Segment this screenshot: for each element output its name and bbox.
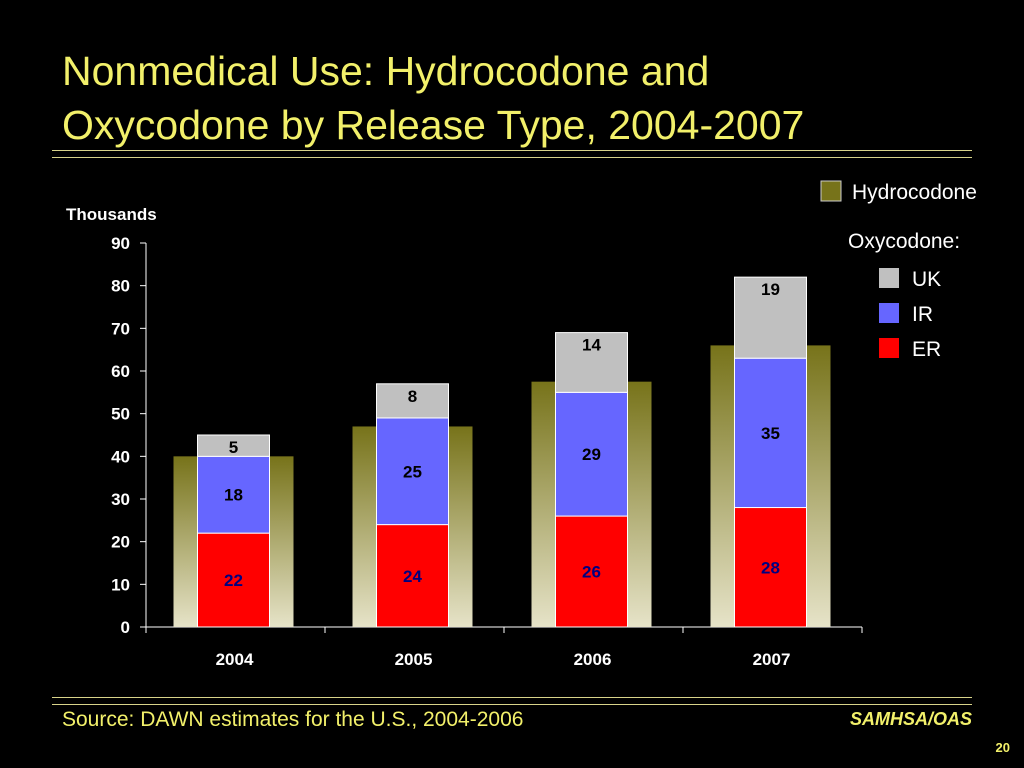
y-tick-label: 0 bbox=[121, 618, 130, 637]
legend-swatch-hydrocodone bbox=[820, 180, 842, 202]
legend-swatch-er bbox=[879, 338, 899, 358]
x-tick-label: 2004 bbox=[216, 650, 254, 669]
footer-divider bbox=[52, 697, 972, 705]
data-label-uk: 8 bbox=[408, 387, 417, 406]
x-tick-label: 2007 bbox=[753, 650, 791, 669]
data-label-er: 26 bbox=[582, 563, 601, 582]
slide-title-line-1: Nonmedical Use: Hydrocodone and bbox=[62, 48, 710, 94]
y-tick-label: 30 bbox=[111, 490, 130, 509]
legend-label-er: ER bbox=[912, 338, 941, 361]
data-label-uk: 14 bbox=[582, 336, 601, 355]
oxycodone-uk-segment bbox=[555, 332, 628, 393]
legend-label-ir: IR bbox=[912, 303, 933, 326]
legend-swatch-uk bbox=[879, 268, 899, 288]
slide-title: Nonmedical Use: Hydrocodone and Oxycodon… bbox=[62, 44, 982, 152]
oxycodone-uk-segment bbox=[197, 434, 270, 457]
title-divider bbox=[52, 150, 972, 158]
slide-title-line-2: Oxycodone by Release Type, 2004-2007 bbox=[62, 102, 805, 148]
x-tick-label: 2005 bbox=[395, 650, 433, 669]
oxycodone-er-segment bbox=[555, 515, 628, 628]
data-label-er: 28 bbox=[761, 558, 780, 577]
oxycodone-ir-segment bbox=[376, 417, 449, 526]
data-label-ir: 35 bbox=[761, 424, 780, 443]
source-note: Source: DAWN estimates for the U.S., 200… bbox=[62, 708, 524, 731]
data-label-ir: 29 bbox=[582, 445, 601, 464]
oxycodone-ir-segment bbox=[555, 391, 628, 517]
data-label-ir: 18 bbox=[224, 486, 243, 505]
data-label-uk: 5 bbox=[229, 438, 238, 457]
legend-label-hydrocodone: Hydrocodone bbox=[852, 181, 977, 204]
y-tick-label: 90 bbox=[111, 234, 130, 253]
y-tick-label: 10 bbox=[111, 575, 130, 594]
oxycodone-er-segment bbox=[734, 507, 807, 628]
y-tick-label: 50 bbox=[111, 405, 130, 424]
legend-swatch-ir bbox=[879, 303, 899, 323]
y-tick-label: 20 bbox=[111, 533, 130, 552]
y-tick-label: 80 bbox=[111, 277, 130, 296]
x-tick-label: 2006 bbox=[574, 650, 612, 669]
oxycodone-uk-segment bbox=[376, 383, 449, 419]
legend-label-uk: UK bbox=[912, 268, 941, 291]
oxycodone-ir-segment bbox=[197, 455, 270, 534]
organization-label: SAMHSA/OAS bbox=[849, 709, 972, 729]
y-tick-label: 70 bbox=[111, 319, 130, 338]
data-label-uk: 19 bbox=[761, 280, 780, 299]
data-label-ir: 25 bbox=[403, 462, 422, 481]
y-tick-label: 60 bbox=[111, 362, 130, 381]
y-axis-label: Thousands bbox=[66, 205, 157, 224]
legend-heading-oxycodone: Oxycodone: bbox=[848, 230, 960, 253]
oxycodone-uk-segment bbox=[734, 276, 807, 359]
y-tick-label: 40 bbox=[111, 447, 130, 466]
page-number: 20 bbox=[995, 740, 1010, 755]
oxycodone-ir-segment bbox=[734, 357, 807, 509]
data-label-er: 22 bbox=[224, 571, 243, 590]
oxycodone-er-segment bbox=[376, 524, 449, 628]
data-label-er: 24 bbox=[403, 567, 422, 586]
chart: Thousands 0 10 20 30 40 50 60 70 80 90 22 18 5 2004 24 2… bbox=[66, 180, 977, 669]
